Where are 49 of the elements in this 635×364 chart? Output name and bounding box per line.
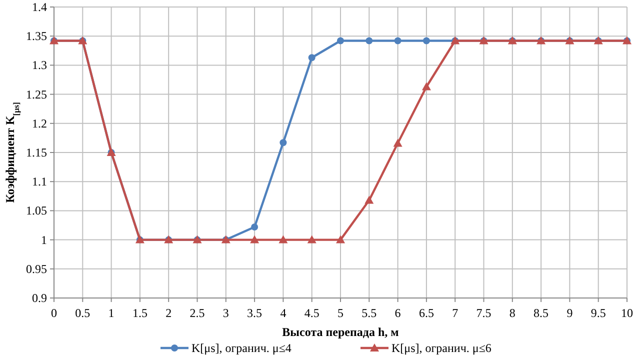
x-tick-label: 7 [452,306,458,320]
x-tick-label: 4.5 [304,306,320,320]
x-tick-label: 3.5 [247,306,262,320]
y-tick-label: 1 [41,232,47,247]
point [337,37,344,44]
x-tick-label: 8 [509,306,516,320]
x-tick-label: 6.5 [418,306,434,320]
y-tick-label: 1.1 [32,174,47,189]
point [307,235,316,244]
y-tick-label: 1.15 [26,146,47,160]
point [364,196,374,204]
point [278,235,288,244]
point [422,37,430,44]
x-tick-label: 2.5 [190,306,205,320]
x-tick-label: 1.5 [132,306,148,320]
x-tick-label: 4 [280,306,286,320]
x-tick-label: 9 [566,306,573,320]
y-tick-label: 1.2 [32,116,47,130]
x-tick-label: 7.5 [476,306,492,320]
y-tick-label: 1.3 [32,58,47,72]
x-tick-label: 3 [222,306,229,320]
x-tick-label: 5.5 [362,306,377,320]
point [250,235,260,244]
point [393,138,402,147]
point [251,223,258,230]
x-tick-label: 0.5 [75,306,90,320]
legend-label: K[μs], огранич. μ≤4 [192,341,292,355]
point [336,235,345,244]
x-tick-label: 9.5 [590,306,606,320]
x-tick-label: 0 [51,306,57,320]
x-tick-label: 5 [338,306,344,320]
point [422,82,431,90]
x-axis-title: Высота перепада h, м [282,325,399,339]
y-tick-label: 1.05 [26,204,47,218]
y-tick-label: 1.35 [26,29,47,44]
point [366,37,373,44]
y-tick-label: 1.25 [26,87,47,102]
y-tick-label: 1.4 [32,0,47,14]
point [308,54,316,62]
x-tick-label: 10 [621,306,633,320]
y-tick-label: 0.9 [32,291,47,305]
x-tick-label: 2 [166,306,172,320]
x-tick-label: 6 [394,306,401,320]
y-tick-label: 0.95 [26,262,47,276]
x-tick-label: 8.5 [534,306,549,320]
point [280,139,287,146]
legend-label: K[μs], огранич. μ≤6 [392,341,492,355]
point [394,37,402,44]
x-tick-label: 1 [108,306,114,320]
